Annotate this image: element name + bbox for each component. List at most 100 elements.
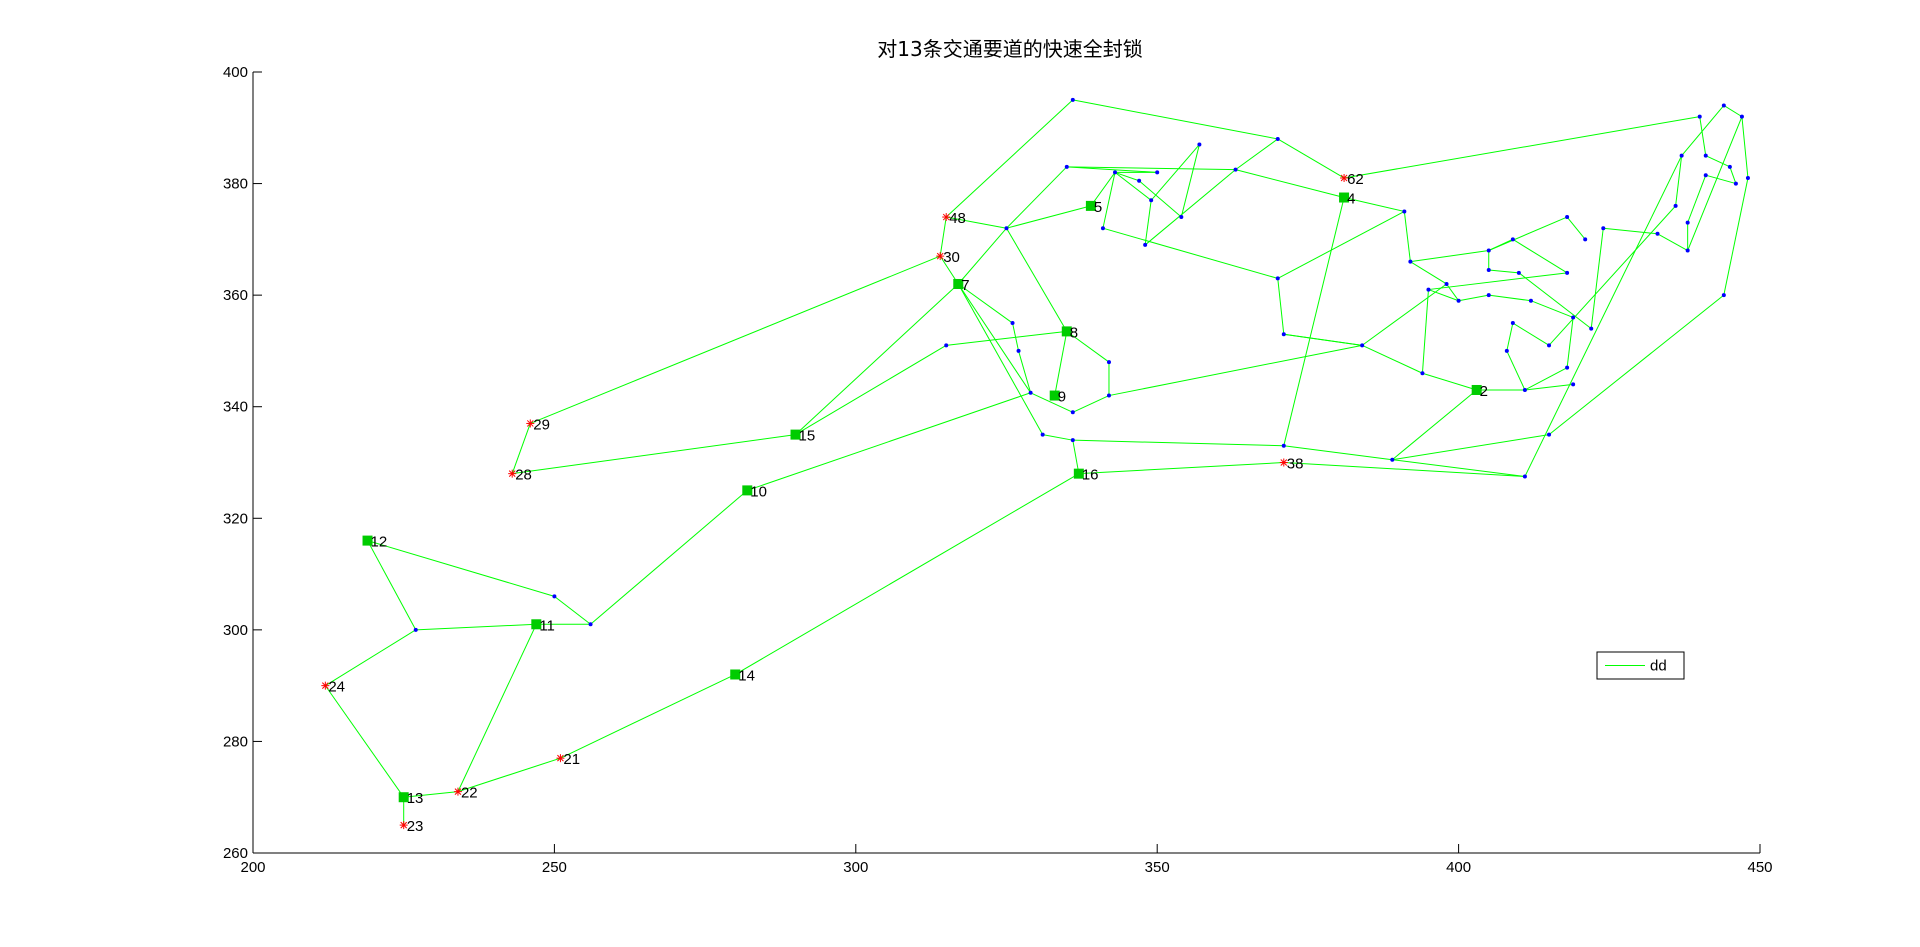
network-edge (1392, 434, 1550, 461)
marker-stroke (321, 682, 329, 689)
network-edge (367, 540, 417, 631)
marker-stroke (454, 788, 462, 795)
network-edge (1138, 180, 1182, 218)
intersection-point (1685, 220, 1690, 225)
network-edge (1361, 344, 1423, 374)
network-edge (1705, 155, 1731, 168)
network-edge (945, 99, 1074, 218)
node-layer (321, 97, 1750, 830)
network-edge (1428, 272, 1568, 291)
network-edge (1458, 294, 1489, 302)
intersection-point (1390, 457, 1395, 462)
network-edge (1675, 155, 1683, 206)
network-edge (1078, 462, 1284, 475)
network-edge (1180, 144, 1200, 218)
node-label: 5 (1094, 199, 1102, 216)
intersection-point (1155, 170, 1160, 175)
platform-marker (1049, 390, 1060, 401)
platform-marker (1061, 326, 1072, 337)
network-edge (1006, 205, 1092, 229)
network-edge (1277, 278, 1285, 335)
marker-stroke (508, 470, 516, 478)
intersection-point (1739, 114, 1744, 119)
intersection-point (588, 622, 593, 627)
network-edge (1108, 344, 1363, 397)
y-tick-label: 280 (223, 733, 248, 750)
node-label: 38 (1287, 456, 1304, 473)
network-edge (1446, 283, 1460, 302)
network-edge (415, 623, 537, 631)
network-edge (1283, 197, 1345, 446)
blocked-marker (556, 754, 565, 763)
platform-marker (730, 669, 741, 680)
network-edge (1072, 439, 1284, 447)
node-label: 16 (1082, 467, 1099, 484)
network-edge (554, 595, 591, 625)
marker-stroke (1280, 459, 1288, 466)
network-edge (1524, 155, 1683, 477)
node-label: 8 (1070, 324, 1078, 341)
node-label: 28 (515, 467, 532, 484)
node-label: 13 (407, 790, 424, 807)
intersection-point (1565, 365, 1570, 370)
intersection-point (1697, 114, 1702, 119)
marker-stroke (942, 213, 950, 221)
legend: dd (1596, 651, 1685, 680)
intersection-point (1721, 103, 1726, 108)
network-edge (1114, 171, 1140, 182)
network-edge (1018, 350, 1032, 393)
intersection-point (1565, 270, 1570, 275)
network-edge (1283, 462, 1525, 477)
edge-layer (324, 99, 1749, 826)
platform-marker (1471, 384, 1482, 395)
network-edge (1548, 294, 1725, 435)
intersection-point (1070, 438, 1075, 443)
chart-title: 对13条交通要道的快速全封锁 (877, 37, 1142, 61)
intersection-point (1179, 215, 1184, 220)
intersection-point (1721, 293, 1726, 298)
node-label: 12 (371, 534, 388, 551)
network-edge (1072, 99, 1278, 140)
node-label: 24 (328, 679, 345, 696)
network-edge (1114, 172, 1152, 201)
platform-marker (531, 619, 542, 630)
intersection-point (1486, 248, 1491, 253)
intersection-point (1149, 198, 1154, 203)
network-edge (1090, 172, 1116, 207)
intersection-point (1233, 167, 1238, 172)
network-edge (1428, 289, 1459, 302)
network-edge (1488, 238, 1514, 251)
intersection-point (1010, 321, 1015, 326)
node-label: 29 (533, 416, 550, 433)
blocked-marker (1279, 458, 1288, 467)
x-tick-label: 350 (1145, 859, 1170, 876)
network-edge (1488, 269, 1519, 274)
intersection-point (1679, 153, 1684, 158)
intersection-point (1522, 387, 1527, 392)
node-label: 10 (750, 483, 767, 500)
network-edge (1687, 175, 1707, 223)
network-edge (1548, 205, 1676, 346)
network-edge (795, 283, 959, 435)
node-label: 21 (563, 751, 580, 768)
platform-marker (1085, 200, 1096, 211)
intersection-point (1004, 226, 1009, 231)
intersection-point (1360, 343, 1365, 348)
network-edge (1006, 227, 1068, 332)
network-edge (1512, 238, 1568, 274)
platform-marker (742, 485, 753, 496)
blocked-marker (936, 252, 945, 261)
network-edge (1150, 144, 1200, 201)
network-edge (1277, 138, 1345, 179)
network-edge (1030, 392, 1074, 413)
intersection-point (1016, 348, 1021, 353)
network-edge (530, 255, 941, 424)
intersection-point (1547, 343, 1552, 348)
intersection-point (1028, 390, 1033, 395)
node-label: 48 (949, 210, 966, 227)
network-edge (1392, 459, 1525, 477)
network-edge (1410, 250, 1489, 263)
network-edge (1657, 233, 1688, 251)
intersection-point (1703, 153, 1708, 158)
